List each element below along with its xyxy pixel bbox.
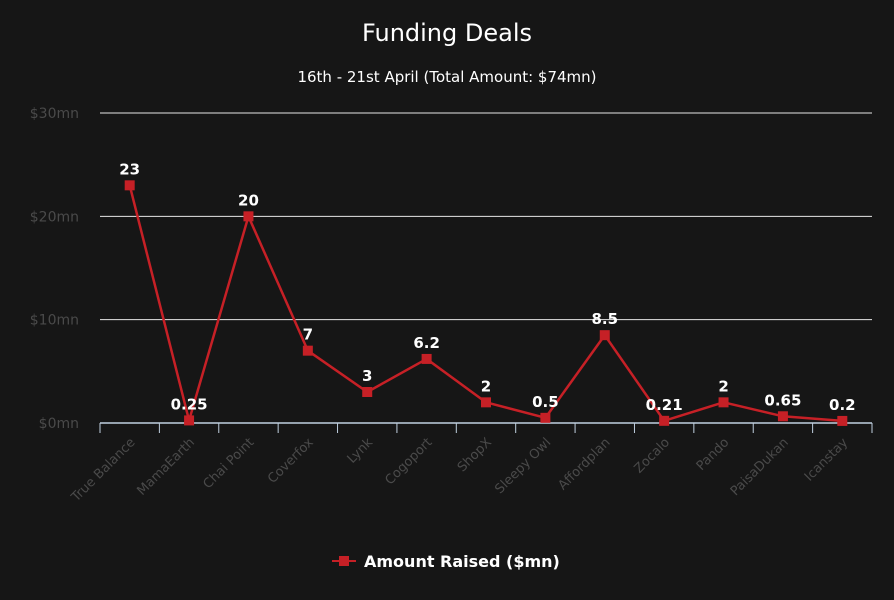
x-tick-label: PaisaDukan — [728, 435, 792, 499]
data-label: 20 — [238, 191, 259, 209]
data-label: 0.5 — [532, 393, 559, 411]
data-point-marker[interactable] — [659, 415, 670, 426]
x-tick-label: Chai Point — [201, 435, 258, 492]
data-label: 6.2 — [413, 334, 440, 352]
x-tick-label: Pando — [694, 435, 733, 474]
x-tick-label: Zocalo — [632, 435, 673, 476]
data-label: 3 — [362, 367, 372, 385]
data-label: 8.5 — [591, 310, 618, 328]
data-point-marker[interactable] — [599, 330, 610, 341]
y-tick-label: $10mn — [30, 313, 79, 329]
data-point-marker[interactable] — [540, 412, 551, 423]
data-point-marker[interactable] — [421, 353, 432, 364]
data-point-marker[interactable] — [777, 411, 788, 422]
x-tick-label: Lynk — [345, 435, 377, 467]
y-axis: $0mn $10mn $20mn $30mn — [30, 106, 79, 432]
y-tick-label: $20mn — [30, 209, 79, 225]
data-point-marker[interactable] — [362, 387, 373, 397]
data-label: 0.21 — [646, 396, 683, 414]
x-tick-label: Affordplan — [555, 435, 613, 493]
data-point-marker[interactable] — [124, 180, 135, 191]
x-tick-label: Cogoport — [382, 435, 435, 488]
data-label: 2 — [718, 377, 728, 395]
data-label: 0.65 — [764, 391, 801, 409]
y-tick-label: $0mn — [39, 416, 79, 432]
data-label: 23 — [119, 160, 140, 178]
x-tick-label: Sleepy Owl — [492, 435, 554, 497]
data-point-marker[interactable] — [302, 345, 313, 356]
y-tick-label: $30mn — [30, 106, 79, 122]
data-label: 0.2 — [829, 396, 856, 414]
chart-subtitle: 16th - 21st April (Total Amount: $74mn) — [297, 68, 596, 86]
x-tick-label: Coverfox — [265, 435, 317, 487]
chart-title: Funding Deals — [362, 19, 532, 47]
gridlines — [100, 112, 872, 321]
data-point-marker[interactable] — [184, 415, 195, 426]
x-tick-label: True Balance — [68, 435, 138, 505]
legend-square-marker-icon — [339, 556, 349, 566]
data-labels: 23 0.25 20 7 3 6.2 2 0.5 8.5 0.21 2 0.65 0.2 — [119, 160, 855, 414]
data-label: 0.25 — [171, 395, 208, 413]
x-tick-label: MamaEarth — [134, 435, 197, 498]
data-label: 2 — [481, 377, 491, 395]
data-point-marker[interactable] — [718, 397, 729, 408]
x-tick-label: ShopX — [455, 435, 495, 475]
data-label: 7 — [303, 326, 313, 344]
data-point-marker[interactable] — [481, 397, 491, 408]
data-point-marker[interactable] — [243, 211, 254, 222]
series-amount-raised — [124, 180, 848, 426]
legend-series-label: Amount Raised ($mn) — [364, 552, 560, 571]
legend[interactable]: Amount Raised ($mn) — [332, 552, 560, 571]
data-point-marker[interactable] — [837, 415, 848, 426]
x-tick-label: Icanstay — [802, 435, 852, 485]
